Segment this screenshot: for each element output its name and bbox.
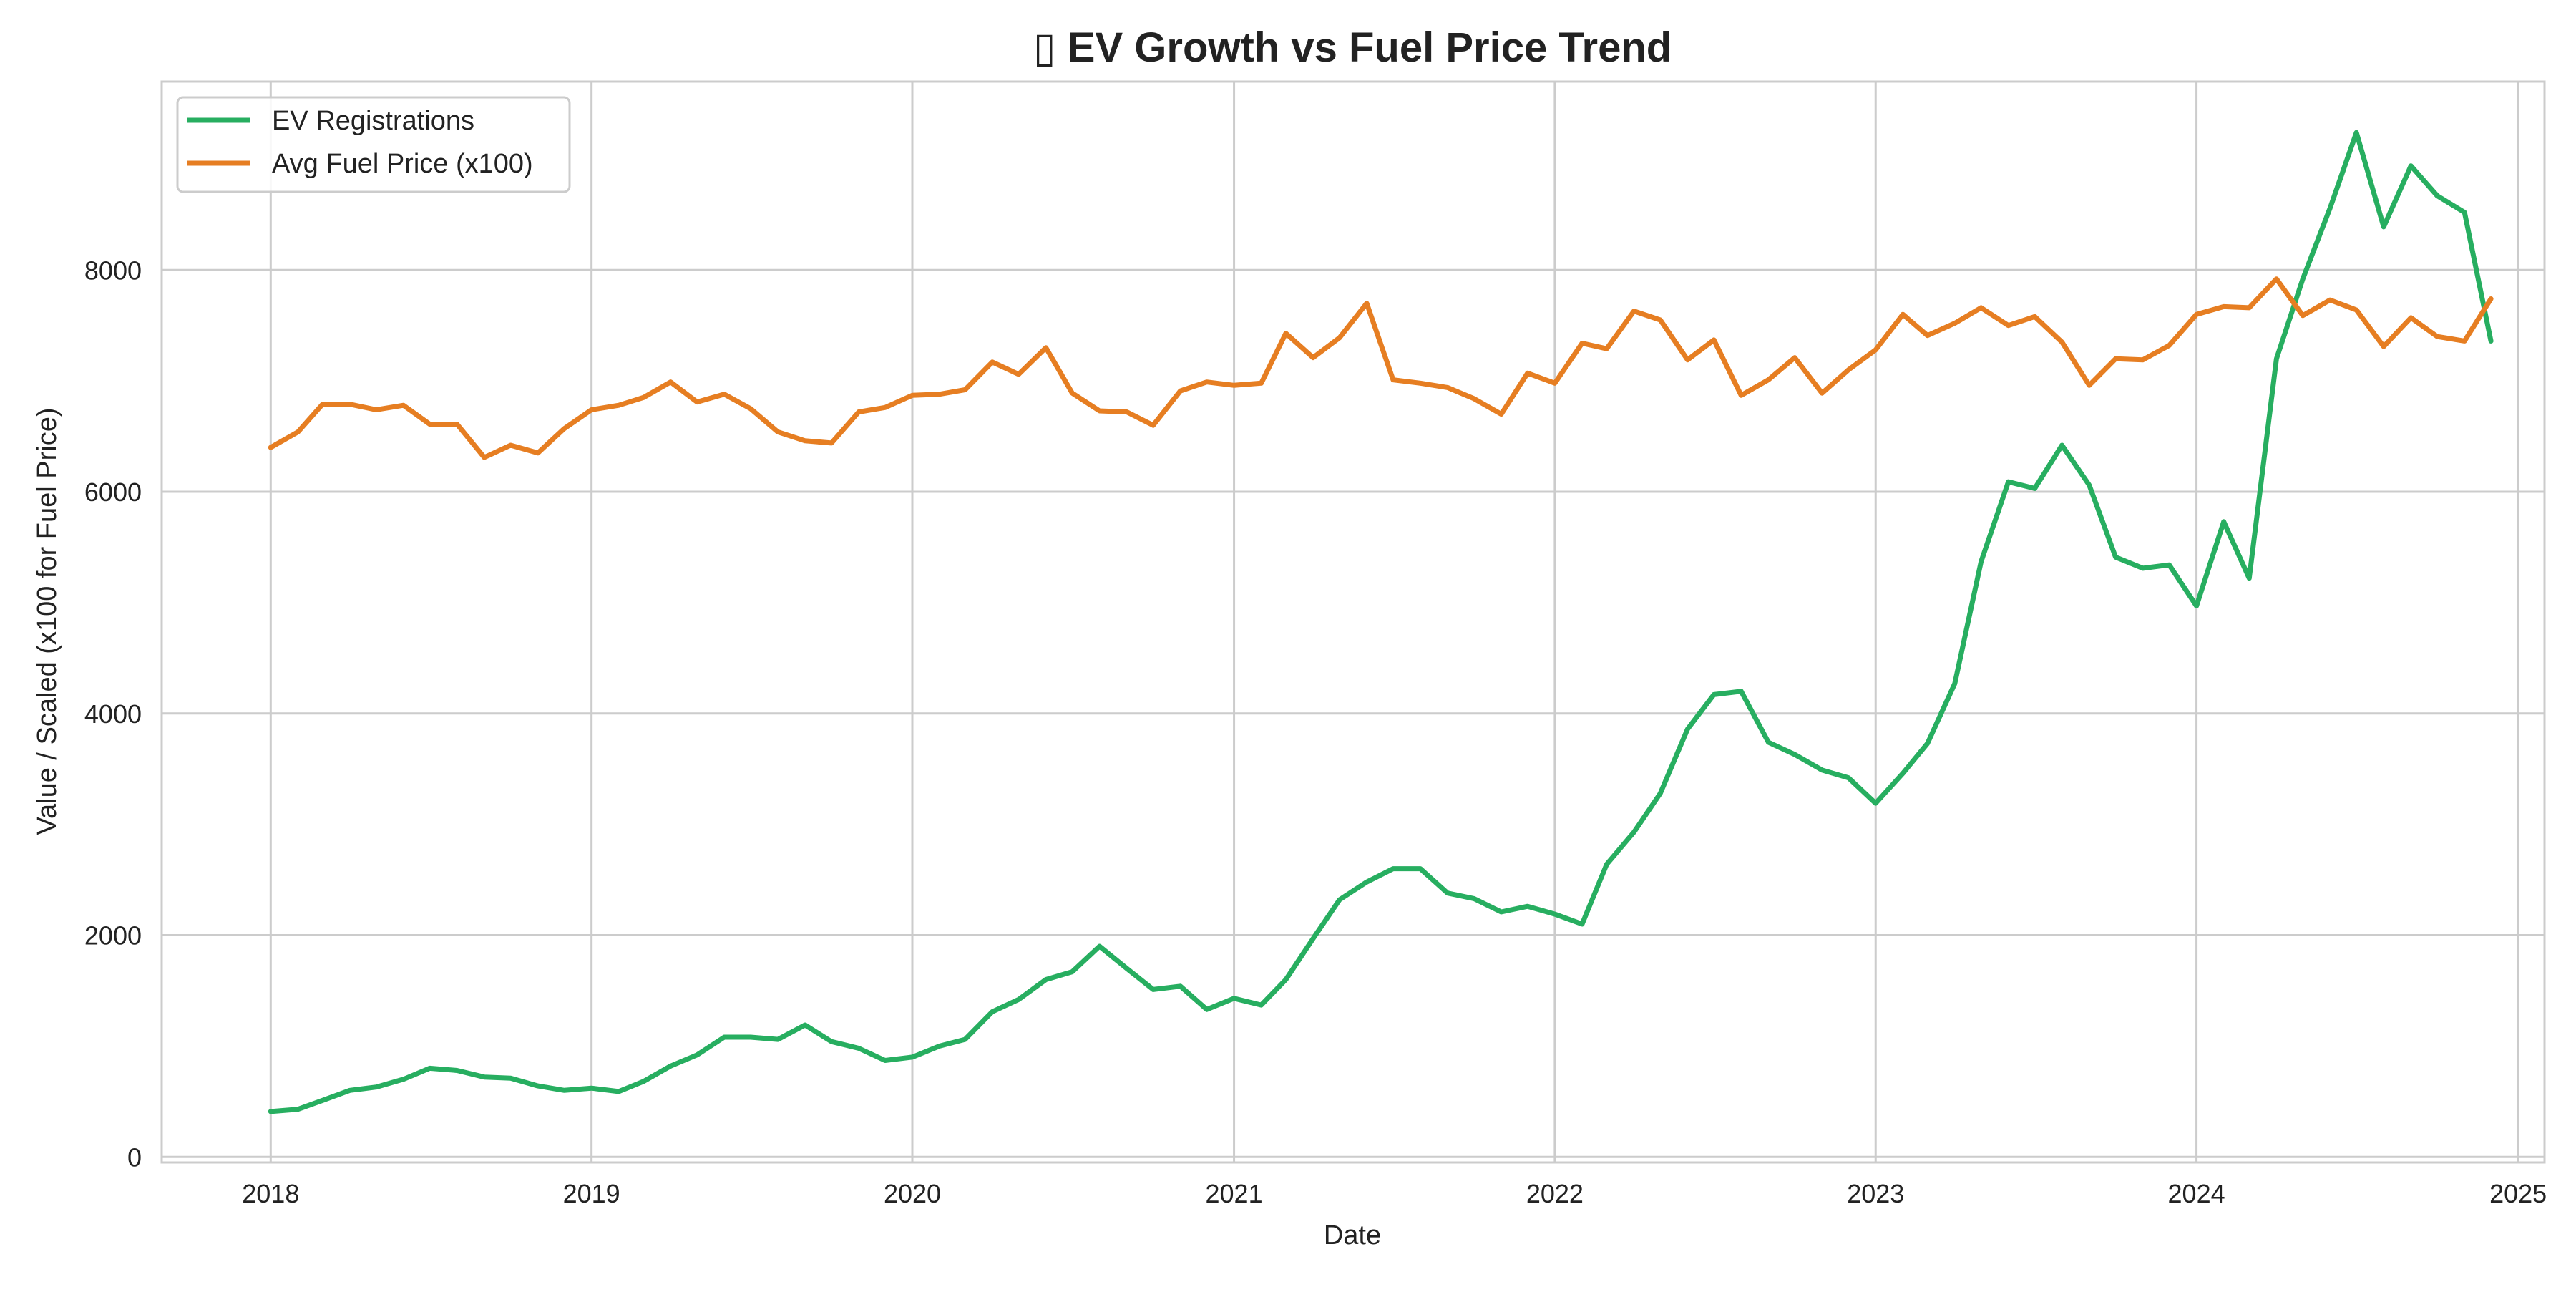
x-tick-label: 2020 <box>884 1179 941 1208</box>
x-tick-label: 2024 <box>2168 1179 2225 1208</box>
x-tick-label: 2022 <box>1526 1179 1584 1208</box>
y-tick-label: 0 <box>127 1142 142 1172</box>
series-lines <box>268 130 2494 1114</box>
legend: EV Registrations Avg Fuel Price (x100) <box>176 96 571 193</box>
legend-label: EV Registrations <box>272 106 474 136</box>
series-line-ev-registrations <box>268 130 2494 1114</box>
legend-label: Avg Fuel Price (x100) <box>272 149 533 179</box>
x-tick-label: 2018 <box>242 1179 299 1208</box>
y-axis-ticks: 0 2000 4000 6000 8000 <box>84 256 142 1172</box>
x-tick-label: 2023 <box>1847 1179 1904 1208</box>
x-tick-label: 2025 <box>2489 1179 2547 1208</box>
y-tick-label: 4000 <box>84 699 142 729</box>
y-axis-label: Value / Scaled (x100 for Fuel Price) <box>32 407 62 835</box>
x-tick-label: 2021 <box>1206 1179 1263 1208</box>
y-tick-label: 6000 <box>84 477 142 507</box>
grid <box>162 82 2545 1162</box>
x-tick-label: 2019 <box>563 1179 620 1208</box>
plot-area-frame <box>160 80 2546 1164</box>
x-axis-label: Date <box>1324 1220 1381 1250</box>
y-tick-label: 8000 <box>84 256 142 285</box>
legend-box <box>176 96 571 193</box>
series-line-avg-fuel-price <box>268 276 2494 460</box>
x-axis-ticks: 2018 2019 2020 2021 2022 2023 2024 2025 <box>242 1179 2547 1208</box>
y-tick-label: 2000 <box>84 921 142 951</box>
chart-title: ▯ EV Growth vs Fuel Price Trend <box>1033 24 1672 71</box>
